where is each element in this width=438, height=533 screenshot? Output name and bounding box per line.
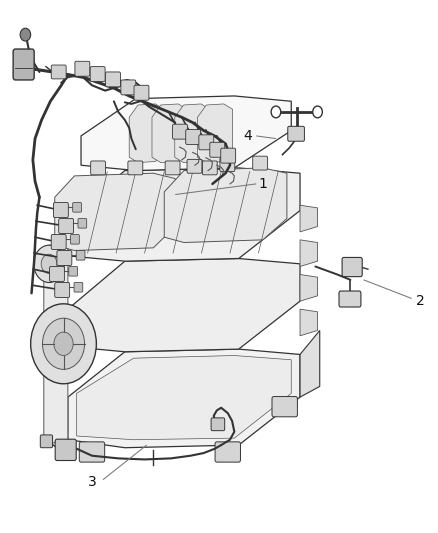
Polygon shape <box>300 309 318 336</box>
Text: 3: 3 <box>88 475 96 489</box>
Polygon shape <box>300 240 318 266</box>
Polygon shape <box>68 168 300 261</box>
FancyBboxPatch shape <box>13 49 34 80</box>
Circle shape <box>54 332 73 356</box>
FancyBboxPatch shape <box>253 156 268 170</box>
FancyBboxPatch shape <box>173 124 187 139</box>
FancyBboxPatch shape <box>272 397 297 417</box>
Polygon shape <box>68 259 300 352</box>
Polygon shape <box>55 173 175 251</box>
FancyBboxPatch shape <box>342 257 362 277</box>
FancyBboxPatch shape <box>134 85 149 100</box>
FancyBboxPatch shape <box>49 266 64 281</box>
Polygon shape <box>129 104 164 163</box>
Circle shape <box>20 28 31 41</box>
FancyBboxPatch shape <box>106 72 120 87</box>
FancyBboxPatch shape <box>55 439 76 461</box>
Circle shape <box>31 304 96 384</box>
FancyBboxPatch shape <box>121 80 136 95</box>
FancyBboxPatch shape <box>69 266 78 276</box>
Text: 2: 2 <box>416 294 425 308</box>
FancyBboxPatch shape <box>221 148 236 163</box>
Circle shape <box>313 106 322 118</box>
Polygon shape <box>152 104 187 163</box>
Polygon shape <box>175 104 210 163</box>
Circle shape <box>41 254 57 273</box>
FancyBboxPatch shape <box>90 67 105 82</box>
Circle shape <box>34 245 64 282</box>
FancyBboxPatch shape <box>288 126 304 141</box>
Text: 4: 4 <box>243 129 252 143</box>
FancyBboxPatch shape <box>91 161 106 175</box>
Circle shape <box>42 318 85 369</box>
Polygon shape <box>44 256 68 445</box>
Polygon shape <box>81 96 291 171</box>
FancyBboxPatch shape <box>59 219 74 233</box>
FancyBboxPatch shape <box>51 65 66 79</box>
FancyBboxPatch shape <box>187 159 202 173</box>
Polygon shape <box>77 356 291 440</box>
Polygon shape <box>68 349 300 448</box>
Polygon shape <box>198 104 233 163</box>
FancyBboxPatch shape <box>210 142 225 157</box>
FancyBboxPatch shape <box>128 161 143 175</box>
FancyBboxPatch shape <box>202 161 217 175</box>
FancyBboxPatch shape <box>40 435 53 448</box>
FancyBboxPatch shape <box>57 251 72 265</box>
FancyBboxPatch shape <box>79 442 105 462</box>
Polygon shape <box>300 205 318 232</box>
FancyBboxPatch shape <box>215 442 240 462</box>
Circle shape <box>271 106 281 118</box>
FancyBboxPatch shape <box>199 135 214 150</box>
FancyBboxPatch shape <box>78 219 87 228</box>
FancyBboxPatch shape <box>55 282 70 297</box>
Text: 1: 1 <box>258 177 267 191</box>
FancyBboxPatch shape <box>220 158 235 172</box>
FancyBboxPatch shape <box>53 203 68 217</box>
Polygon shape <box>164 168 287 243</box>
FancyBboxPatch shape <box>165 161 180 175</box>
FancyBboxPatch shape <box>186 130 201 144</box>
FancyBboxPatch shape <box>211 418 225 431</box>
FancyBboxPatch shape <box>51 235 66 249</box>
Polygon shape <box>300 330 320 397</box>
FancyBboxPatch shape <box>339 291 361 307</box>
FancyBboxPatch shape <box>75 61 90 76</box>
FancyBboxPatch shape <box>76 251 85 260</box>
FancyBboxPatch shape <box>71 235 79 244</box>
FancyBboxPatch shape <box>74 282 83 292</box>
FancyBboxPatch shape <box>73 203 81 212</box>
Polygon shape <box>300 274 318 301</box>
